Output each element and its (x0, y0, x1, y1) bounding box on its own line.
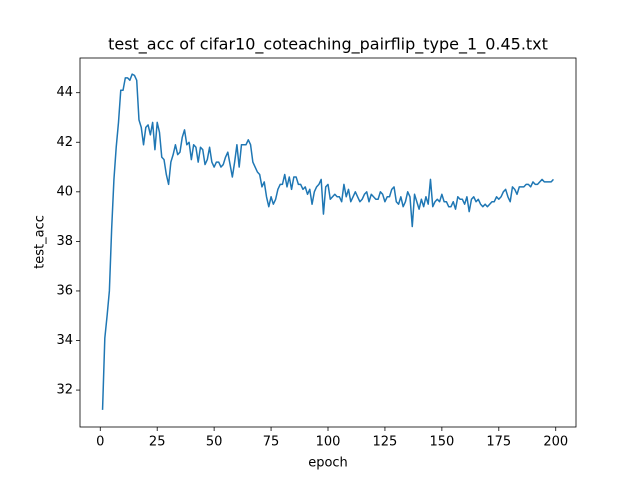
x-tick-label: 75 (263, 435, 280, 450)
y-tick-label: 44 (56, 85, 73, 100)
y-tick-label: 38 (56, 234, 73, 249)
x-tick-label: 0 (96, 435, 104, 450)
x-tick-label: 175 (486, 435, 511, 450)
x-tick-label: 25 (149, 435, 166, 450)
y-tick-label: 32 (56, 383, 73, 398)
y-axis-label: test_acc (33, 215, 48, 269)
y-tick-label: 40 (56, 184, 73, 199)
y-tick-label: 42 (56, 135, 73, 150)
x-axis-label: epoch (308, 456, 348, 471)
chart-title: test_acc of cifar10_coteaching_pairflip_… (108, 35, 548, 55)
x-tick-label: 150 (429, 435, 454, 450)
x-tick-label: 200 (543, 435, 568, 450)
x-tick-label: 100 (316, 435, 341, 450)
plot-frame (79, 57, 577, 428)
y-tick-label: 36 (56, 283, 73, 298)
x-tick-label: 50 (206, 435, 223, 450)
x-tick-label: 125 (373, 435, 398, 450)
y-tick-label: 34 (56, 333, 73, 348)
data-line (101, 73, 555, 410)
